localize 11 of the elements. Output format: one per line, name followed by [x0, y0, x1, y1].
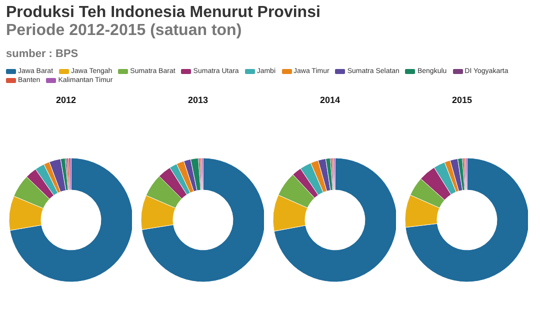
donut-slice: [274, 158, 396, 282]
donut-slice: [10, 158, 132, 282]
text: Periode 2012-2015 (satuan ton): [6, 22, 242, 40]
text: Produksi Teh Indonesia Menurut Provinsi: [6, 4, 320, 22]
donut-slice: [142, 158, 264, 282]
chart-title: 2014: [318, 95, 342, 107]
chart-title: 2015: [450, 95, 474, 107]
chart-title: 2013: [186, 95, 210, 107]
text: sumber : BPS: [6, 47, 78, 62]
text: 2012: [54, 95, 78, 107]
donut-slice: [405, 158, 528, 282]
